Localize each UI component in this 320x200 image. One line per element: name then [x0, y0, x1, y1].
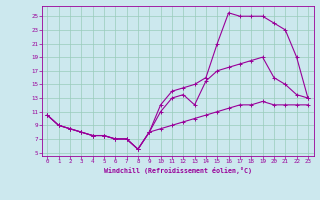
X-axis label: Windchill (Refroidissement éolien,°C): Windchill (Refroidissement éolien,°C) [104, 167, 252, 174]
